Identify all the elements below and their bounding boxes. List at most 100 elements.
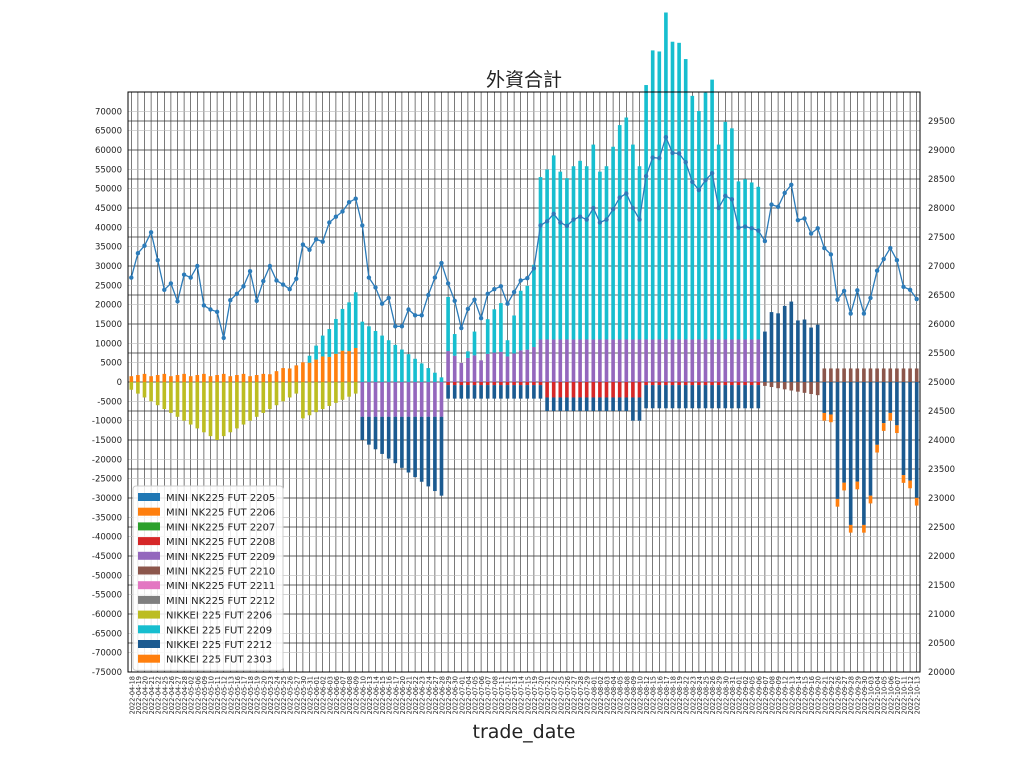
nikkei-close-point	[406, 307, 411, 312]
bar-mini-nk225-fut-2209	[419, 382, 424, 417]
bar-nikkei-225-fut-2212	[578, 397, 582, 411]
bar-nikkei-225-fut-2212	[908, 382, 912, 481]
bar-mini-nk225-fut-2209	[367, 382, 371, 417]
bar-nikkei-225-fut-2212	[868, 382, 873, 496]
nikkei-close-point	[162, 287, 167, 292]
bar-mini-nk225-fut-2209	[551, 339, 556, 382]
bar-mini-nk225-fut-2210	[901, 368, 906, 382]
bar-nikkei-225-fut-2206	[241, 382, 246, 425]
x-tick-label: 2022-09-07	[762, 676, 770, 714]
bar-nikkei-225-fut-2303	[901, 475, 906, 483]
x-tick-label: 2022-04-19	[135, 676, 143, 714]
bar-nikkei-225-fut-2303	[895, 425, 899, 434]
bar-mini-nk225-fut-2206	[235, 375, 239, 382]
y-tick-label-left: 30000	[95, 262, 122, 272]
bar-mini-nk225-fut-2210	[914, 368, 919, 382]
y-tick-label-right: 20000	[928, 668, 955, 678]
bar-nikkei-225-fut-2206	[175, 382, 180, 417]
legend-swatch	[138, 537, 160, 546]
nikkei-close-point	[841, 288, 847, 294]
nikkei-close-point	[782, 190, 787, 196]
bar-nikkei-225-fut-2303	[881, 423, 886, 431]
bar-mini-nk225-fut-2206	[294, 365, 299, 382]
nikkei-close-point	[822, 245, 827, 251]
y-tick-label-right: 24000	[928, 436, 955, 446]
bar-mini-nk225-fut-2210	[908, 368, 912, 382]
bar-mini-nk225-fut-2209	[386, 382, 391, 417]
x-tick-label: 2022-09-12	[782, 676, 790, 714]
bar-nikkei-225-fut-2212	[895, 382, 899, 426]
bar-nikkei-225-fut-2212	[769, 312, 774, 382]
bar-mini-nk225-fut-2208	[657, 382, 662, 386]
bar-nikkei-225-fut-2212	[367, 416, 371, 445]
bar-mini-nk225-fut-2206	[136, 375, 140, 382]
bar-nikkei-225-fut-2209	[624, 117, 629, 340]
bar-mini-nk225-fut-2208	[677, 382, 681, 386]
bar-nikkei-225-fut-2209	[320, 335, 325, 357]
bar-nikkei-225-fut-2209	[677, 42, 681, 340]
nikkei-close-point	[789, 182, 794, 187]
x-tick-label: 2022-08-04	[610, 676, 618, 714]
nikkei-close-point	[663, 135, 669, 140]
y-tick-label-right: 26000	[928, 320, 955, 330]
bar-mini-nk225-fut-2206	[320, 356, 325, 382]
legend-entry: MINI NK225 FUT 2210	[166, 567, 275, 578]
left-y-tick-labels: 7000065000600005500050000450004000035000…	[92, 107, 122, 678]
bar-mini-nk225-fut-2208	[637, 382, 642, 398]
bar-nikkei-225-fut-2206	[208, 382, 213, 437]
x-tick-label: 2022-09-15	[802, 676, 810, 714]
bar-mini-nk225-fut-2206	[261, 373, 266, 382]
bar-mini-nk225-fut-2209	[637, 339, 642, 382]
bar-nikkei-225-fut-2212	[393, 416, 398, 464]
bar-nikkei-225-fut-2209	[485, 319, 490, 354]
bar-mini-nk225-fut-2209	[703, 339, 708, 382]
bar-nikkei-225-fut-2206	[281, 382, 285, 402]
y-tick-label-left: 10000	[95, 339, 122, 349]
bar-nikkei-225-fut-2212	[730, 385, 734, 409]
bar-mini-nk225-fut-2209	[617, 339, 622, 382]
nikkei-close-point	[313, 237, 319, 242]
y-tick-label-left: -20000	[92, 455, 122, 465]
x-tick-label: 2022-06-23	[419, 676, 427, 714]
x-tick-label: 2022-08-10	[637, 676, 645, 714]
x-tick-label: 2022-10-06	[887, 676, 895, 714]
nikkei-close-point	[716, 205, 721, 211]
bar-nikkei-225-fut-2212	[756, 385, 761, 409]
bar-mini-nk225-fut-2209	[631, 339, 635, 382]
nikkei-close-point	[597, 220, 603, 225]
nikkei-close-point	[228, 298, 233, 303]
bar-mini-nk225-fut-2209	[670, 339, 675, 382]
bar-mini-nk225-fut-2209	[690, 339, 695, 382]
bar-nikkei-225-fut-2209	[584, 166, 589, 340]
bar-nikkei-225-fut-2212	[551, 397, 556, 411]
x-tick-label: 2022-09-20	[815, 676, 823, 714]
x-tick-label: 2022-05-24	[274, 676, 282, 714]
bar-nikkei-225-fut-2212	[914, 382, 919, 498]
bar-mini-nk225-fut-2209	[393, 382, 398, 417]
bar-nikkei-225-fut-2209	[373, 330, 378, 382]
bar-mini-nk225-fut-2209	[723, 339, 728, 382]
bar-nikkei-225-fut-2212	[690, 385, 695, 409]
x-tick-label: 2022-07-01	[458, 676, 466, 714]
bar-mini-nk225-fut-2209	[736, 339, 741, 382]
bar-nikkei-225-fut-2209	[723, 121, 728, 340]
bar-nikkei-225-fut-2212	[697, 385, 701, 409]
x-tick-label: 2022-10-05	[881, 676, 889, 714]
bar-mini-nk225-fut-2210	[848, 368, 853, 382]
nikkei-close-point	[703, 177, 708, 183]
bar-mini-nk225-fut-2209	[433, 382, 437, 417]
bar-mini-nk225-fut-2209	[545, 339, 549, 382]
x-tick-label: 2022-06-01	[313, 676, 321, 714]
x-tick-label: 2022-06-21	[406, 676, 414, 714]
nikkei-close-point	[188, 275, 193, 280]
bar-mini-nk225-fut-2209	[657, 339, 662, 382]
nikkei-close-point	[729, 197, 735, 202]
bar-nikkei-225-fut-2209	[604, 166, 609, 340]
bar-nikkei-225-fut-2206	[169, 382, 173, 413]
bar-mini-nk225-fut-2209	[439, 382, 444, 417]
x-tick-label: 2022-07-15	[524, 676, 532, 714]
bar-mini-nk225-fut-2210	[888, 368, 893, 382]
x-tick-label: 2022-06-27	[432, 676, 440, 714]
bar-mini-nk225-fut-2209	[518, 350, 523, 382]
bar-mini-nk225-fut-2208	[551, 382, 556, 398]
